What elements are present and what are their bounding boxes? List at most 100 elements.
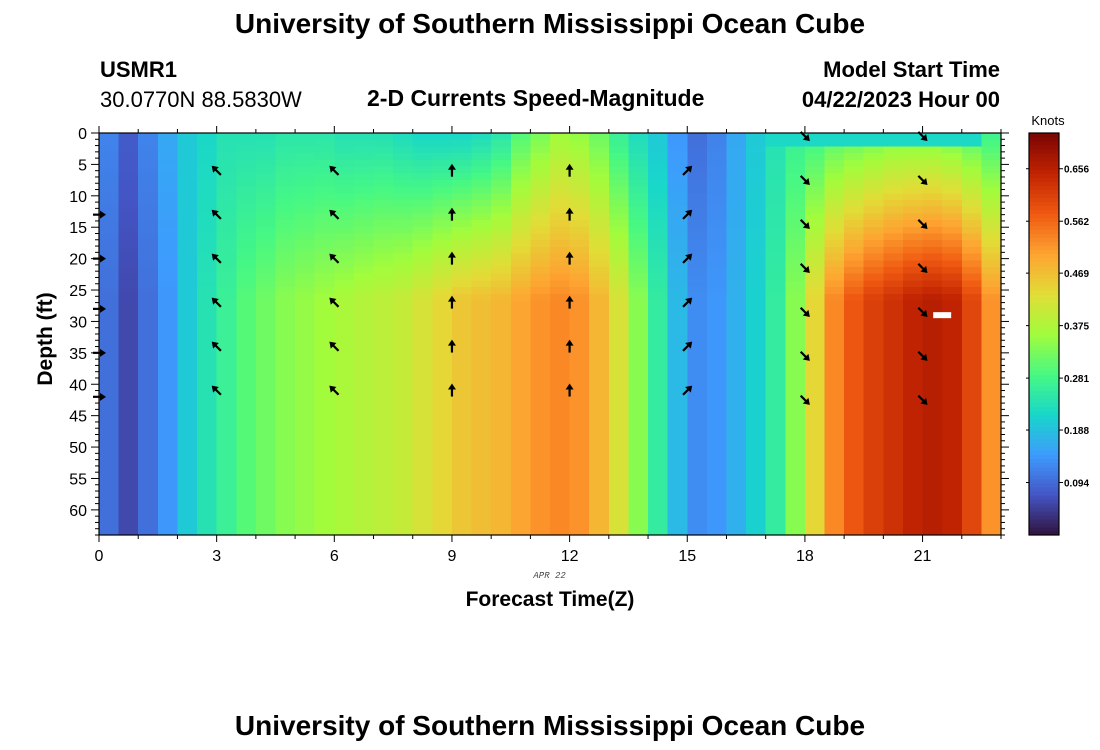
heatmap-cell xyxy=(432,514,453,523)
heatmap-cell xyxy=(353,273,375,281)
heatmap-cell xyxy=(961,521,982,529)
heatmap-cell xyxy=(412,374,433,382)
heatmap-cell xyxy=(569,474,590,482)
heatmap-cell xyxy=(961,166,982,174)
heatmap-cell xyxy=(687,501,708,509)
heatmap-cell xyxy=(589,146,610,154)
heatmap-cell xyxy=(785,488,806,496)
heatmap-cell xyxy=(804,367,826,375)
heatmap-cell xyxy=(765,394,786,402)
heatmap-cell xyxy=(530,340,551,348)
heatmap-cell xyxy=(550,179,571,188)
heatmap-cell xyxy=(942,494,963,503)
heatmap-cell xyxy=(902,220,924,228)
colorbar-band xyxy=(1029,450,1059,456)
heatmap-cell xyxy=(353,206,375,214)
heatmap-cell xyxy=(99,200,120,208)
heatmap-cell xyxy=(746,327,767,335)
heatmap-cell xyxy=(844,173,865,181)
heatmap-cell xyxy=(216,494,237,503)
heatmap-cell xyxy=(883,401,904,409)
heatmap-cell xyxy=(844,347,865,355)
colorbar-band xyxy=(1029,325,1059,331)
heatmap-cell xyxy=(550,166,571,174)
heatmap-cell xyxy=(569,447,590,456)
heatmap-cell xyxy=(883,488,904,496)
current-arrow xyxy=(917,263,928,273)
heatmap-cell xyxy=(334,260,355,268)
heatmap-cell xyxy=(550,260,571,268)
heatmap-cell xyxy=(589,407,610,415)
heatmap-cell xyxy=(648,146,669,154)
heatmap-cell xyxy=(99,133,120,141)
heatmap-cell xyxy=(177,414,198,422)
heatmap-cell xyxy=(569,494,590,503)
heatmap-cell xyxy=(334,447,355,456)
heatmap-cell xyxy=(510,153,531,161)
heatmap-cell xyxy=(451,481,473,489)
heatmap-cell xyxy=(785,347,806,355)
heatmap-cell xyxy=(530,481,551,489)
heatmap-cell xyxy=(510,280,531,288)
heatmap-cell xyxy=(530,133,551,141)
heatmap-cell xyxy=(942,273,963,281)
colorbar-band xyxy=(1029,342,1059,347)
heatmap-cell xyxy=(824,166,845,174)
heatmap-cell xyxy=(236,508,257,516)
heatmap-cell xyxy=(236,213,257,221)
heatmap-cell xyxy=(687,287,708,295)
heatmap-cell xyxy=(373,186,394,194)
heatmap-cell xyxy=(138,521,159,529)
heatmap-cell xyxy=(255,494,277,503)
heatmap-cell xyxy=(687,334,708,342)
heatmap-cell xyxy=(922,253,943,261)
heatmap-cell xyxy=(942,226,963,235)
heatmap-cell xyxy=(353,200,375,208)
heatmap-cell xyxy=(765,320,786,328)
colorbar-band xyxy=(1029,297,1059,303)
heatmap-cell xyxy=(804,307,826,315)
heatmap-cell xyxy=(275,360,296,369)
heatmap-cell xyxy=(569,213,590,221)
heatmap-cell xyxy=(608,354,630,362)
heatmap-cell xyxy=(216,394,237,402)
heatmap-cell xyxy=(412,293,433,302)
heatmap-cell xyxy=(99,474,120,482)
heatmap-cell xyxy=(118,280,139,288)
heatmap-cell xyxy=(667,240,688,248)
heatmap-cell xyxy=(902,240,924,248)
heatmap-cell xyxy=(275,340,296,348)
heatmap-cell xyxy=(922,166,943,174)
heatmap-cell xyxy=(824,186,845,194)
colorbar-band xyxy=(1029,317,1059,323)
heatmap-cell xyxy=(177,488,198,496)
heatmap-cell xyxy=(393,186,414,194)
heatmap-cell xyxy=(393,240,414,248)
heatmap-cell xyxy=(589,340,610,348)
heatmap-cell xyxy=(138,179,159,188)
heatmap-cell xyxy=(628,193,649,201)
heatmap-cell xyxy=(353,280,375,288)
heatmap-cell xyxy=(785,481,806,489)
heatmap-cell xyxy=(667,354,688,362)
heatmap-cell xyxy=(922,347,943,355)
heatmap-cell xyxy=(118,508,139,516)
heatmap-cell xyxy=(393,166,414,174)
heatmap-cell xyxy=(608,253,630,261)
heatmap-cell xyxy=(628,293,649,302)
heatmap-cell xyxy=(334,421,355,429)
heatmap-cell xyxy=(236,481,257,489)
colorbar-band xyxy=(1029,229,1059,235)
heatmap-cell xyxy=(530,253,551,261)
heatmap-cell xyxy=(765,220,786,228)
heatmap-cell xyxy=(863,407,884,415)
heatmap-cell xyxy=(471,461,492,469)
heatmap-cell xyxy=(432,313,453,322)
heatmap-cell xyxy=(510,394,531,402)
heatmap-cell xyxy=(99,508,120,516)
heatmap-cell xyxy=(471,481,492,489)
heatmap-cell xyxy=(981,468,1002,476)
heatmap-cell xyxy=(353,146,375,154)
heatmap-cell xyxy=(295,139,316,147)
